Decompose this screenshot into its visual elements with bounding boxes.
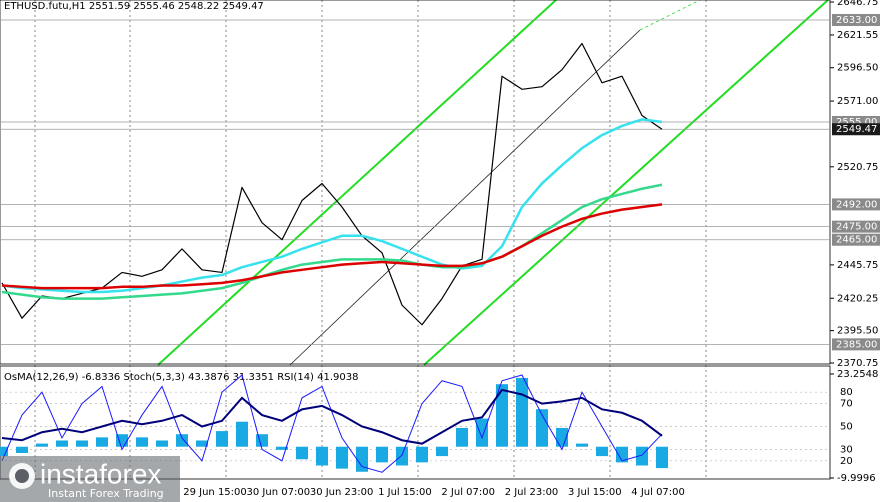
y2-tick-label: 23.2548 — [837, 369, 878, 380]
y-tick-label: 2370.75 — [837, 358, 878, 369]
y-tick-label: 2395.50 — [837, 326, 878, 337]
price-line — [1, 42, 663, 326]
y-tick-label: 2621.55 — [837, 30, 878, 41]
x-tick-label: 3 Jul 15:00 — [568, 487, 622, 498]
x-tick-label: 2 Jul 07:00 — [441, 487, 495, 498]
x-tick-label: 4 Jul 07:00 — [631, 487, 685, 498]
y-tick-label: 2596.50 — [837, 63, 878, 74]
level-box — [832, 198, 880, 211]
level-box — [832, 13, 880, 26]
osma-bar — [496, 384, 508, 447]
osma-bar — [616, 446, 628, 463]
osma-bar — [276, 446, 288, 450]
y-tick-label: 2571.00 — [837, 96, 878, 107]
x-tick-label: 30 Jun 07:00 — [247, 487, 311, 498]
channel-ext — [639, 0, 701, 31]
y-tick-label: 50 — [840, 422, 853, 433]
channel-line — [157, 0, 557, 366]
osma-bar — [176, 434, 188, 447]
osma-bar — [156, 440, 168, 447]
y-tick-label: 2520.75 — [837, 162, 878, 173]
level-label: 2465.00 — [836, 235, 877, 246]
price-line — [1, 203, 663, 290]
osma-bar — [656, 446, 668, 469]
osma-bar — [516, 377, 528, 447]
osma-bar — [576, 443, 588, 447]
chart-header: ETHUSD.futu,H1 2551.59 2555.46 2548.22 2… — [4, 1, 264, 12]
osma-bar — [416, 446, 428, 463]
osma-bar — [376, 446, 388, 463]
osma-bar — [536, 409, 548, 447]
level-box — [832, 123, 880, 136]
channel-line — [423, 0, 829, 366]
level-label: 2633.00 — [836, 15, 877, 26]
y-tick-label: 80 — [840, 387, 853, 398]
level-box — [832, 233, 880, 246]
osma-bar — [196, 440, 208, 447]
y-tick-label: 2445.75 — [837, 260, 878, 271]
level-box — [832, 220, 880, 233]
y2-tick-label: -9.9996 — [837, 473, 876, 484]
indicator-line — [1, 388, 663, 445]
y-tick-label: 2646.75 — [837, 0, 878, 8]
osma-bar — [96, 437, 108, 447]
watermark: instaforex Instant Forex Trading — [0, 456, 180, 502]
indicator-line — [1, 374, 663, 473]
osma-bar — [76, 440, 88, 447]
sub-panel — [0, 365, 831, 480]
osma-bar — [36, 443, 48, 447]
osma-bar — [216, 431, 228, 447]
y-tick-label: 20 — [840, 456, 853, 467]
main-panel — [0, 0, 831, 365]
level-label: 2492.00 — [836, 199, 877, 210]
price-line — [1, 183, 663, 300]
level-label: 2549.47 — [836, 124, 877, 135]
y-tick-label: 2420.25 — [837, 293, 878, 304]
level-box — [832, 338, 880, 351]
osma-bar — [56, 440, 68, 447]
channel-mid — [289, 29, 641, 366]
osma-bar — [16, 446, 28, 453]
x-tick-label: 1 Jul 15:00 — [378, 487, 432, 498]
logo-tagline: Instant Forex Trading — [48, 487, 164, 500]
x-tick-label: 2 Jul 23:00 — [505, 487, 559, 498]
osma-bar — [256, 434, 268, 447]
osma-bar — [316, 446, 328, 466]
logo-icon-inner — [15, 469, 29, 483]
osma-bar — [436, 446, 448, 457]
level-label: 2475.00 — [836, 222, 877, 233]
osma-bar — [396, 446, 408, 466]
y-tick-label: 70 — [840, 399, 853, 410]
level-label: 2555.00 — [836, 117, 877, 128]
indicator-header: OsMA(12,26,9) -6.8336 Stoch(5,3,3) 43.38… — [4, 372, 359, 383]
osma-bar — [456, 427, 468, 447]
osma-bar — [0, 446, 8, 457]
osma-bar — [596, 446, 608, 457]
level-label: 2385.00 — [836, 339, 877, 350]
x-tick-label: 30 Jun 23:00 — [310, 487, 374, 498]
osma-bar — [236, 421, 248, 447]
osma-bar — [336, 446, 348, 469]
logo-name: instaforex — [40, 458, 161, 489]
osma-bar — [136, 437, 148, 447]
osma-bar — [356, 446, 368, 472]
price-line — [1, 118, 663, 294]
x-tick-label: 29 Jun 15:00 — [183, 487, 247, 498]
osma-bar — [476, 418, 488, 447]
y-tick-label: 30 — [840, 444, 853, 455]
channel — [157, 0, 829, 366]
osma-bar — [296, 446, 308, 460]
